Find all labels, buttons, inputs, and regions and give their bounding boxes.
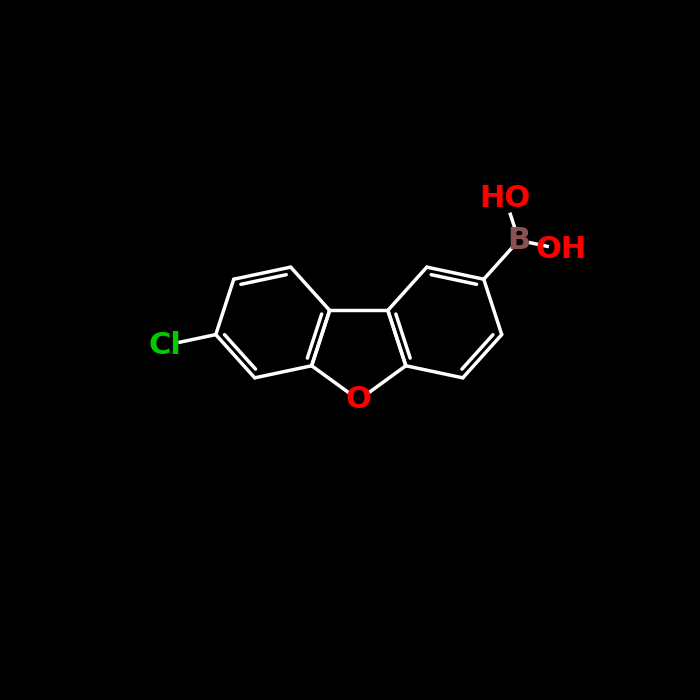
Text: HO: HO [480, 184, 531, 213]
Text: B: B [508, 226, 531, 255]
Text: Cl: Cl [148, 331, 181, 360]
Text: O: O [346, 386, 372, 414]
Text: OH: OH [536, 235, 587, 264]
